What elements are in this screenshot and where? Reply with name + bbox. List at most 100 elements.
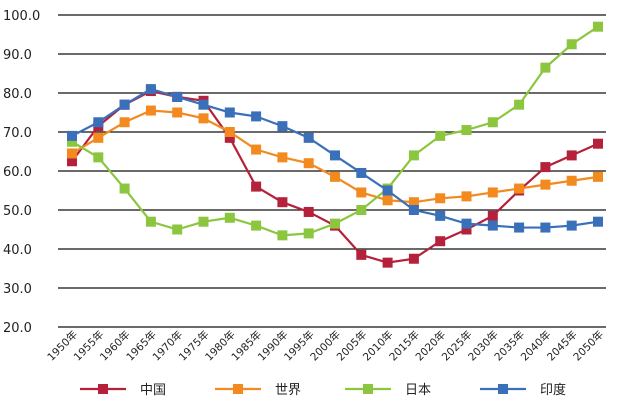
- series-2: [67, 21, 603, 241]
- data-point: [461, 125, 472, 136]
- legend-marker: [98, 384, 108, 394]
- data-point: [198, 113, 209, 124]
- data-point: [251, 111, 262, 122]
- data-point: [277, 121, 288, 132]
- data-point: [67, 148, 77, 159]
- data-point: [461, 191, 472, 202]
- data-point: [593, 171, 603, 182]
- data-point: [119, 117, 130, 128]
- data-point: [119, 183, 130, 194]
- legend-item: 世界: [215, 383, 301, 398]
- data-point: [67, 156, 77, 167]
- data-point: [277, 197, 288, 208]
- legend-marker: [498, 384, 508, 394]
- grid: [58, 14, 606, 328]
- data-point: [303, 206, 314, 217]
- data-point: [356, 167, 367, 178]
- legend-item: 中国: [80, 383, 166, 398]
- data-point: [487, 210, 498, 221]
- data-point: [119, 99, 130, 110]
- y-axis-ticks: 20.0 30.0 40.0 50.0 60.0 70.0 80.0 90.0 100.0: [3, 9, 40, 336]
- data-point: [251, 144, 262, 155]
- data-point: [382, 185, 393, 196]
- data-point: [356, 205, 367, 215]
- data-point: [461, 218, 472, 229]
- data-point: [277, 230, 288, 241]
- data-point: [224, 212, 235, 223]
- data-point: [435, 130, 446, 141]
- data-point: [330, 171, 340, 182]
- data-point: [487, 187, 498, 198]
- data-point: [514, 222, 525, 233]
- data-point: [145, 84, 156, 95]
- legend: 中国 世界 日本 印度: [80, 382, 566, 398]
- y-tick-label: 30.0: [3, 282, 32, 297]
- data-point: [566, 150, 577, 161]
- legend-label: 世界: [275, 383, 301, 398]
- data-point: [382, 257, 393, 268]
- legend-item: 印度: [480, 382, 566, 398]
- data-point: [356, 249, 367, 260]
- legend-label: 日本: [405, 383, 431, 398]
- data-point: [540, 162, 551, 173]
- data-point: [277, 152, 288, 163]
- legend-label: 印度: [540, 382, 566, 398]
- y-tick-label: 70.0: [3, 126, 32, 141]
- y-tick-label: 90.0: [3, 48, 32, 63]
- data-point: [93, 152, 104, 163]
- data-point: [487, 220, 498, 231]
- data-point: [435, 193, 446, 204]
- data-point: [303, 228, 314, 239]
- data-point: [330, 218, 340, 229]
- data-point: [224, 127, 235, 137]
- data-point: [435, 210, 446, 221]
- data-point: [303, 132, 314, 143]
- data-point: [566, 39, 577, 50]
- data-point: [566, 175, 577, 186]
- data-point: [172, 107, 183, 118]
- series-3: [67, 84, 603, 233]
- data-point: [251, 220, 262, 231]
- data-point: [382, 195, 393, 206]
- series-1: [67, 105, 603, 208]
- data-point: [593, 138, 603, 149]
- data-point: [566, 220, 577, 231]
- data-point: [514, 99, 525, 110]
- data-point: [514, 183, 525, 194]
- y-tick-label: 60.0: [3, 165, 32, 180]
- data-point: [198, 216, 209, 227]
- data-point: [93, 132, 104, 143]
- x-axis-ticks: 1950年1955年1960年1965年1970年1975年1980年1985年…: [45, 328, 607, 364]
- data-point: [487, 117, 498, 128]
- data-point: [67, 130, 77, 141]
- legend-marker: [233, 384, 243, 394]
- legend-marker: [363, 384, 373, 394]
- data-point: [408, 150, 419, 161]
- y-tick-label: 40.0: [3, 243, 32, 258]
- y-tick-label: 20.0: [3, 321, 32, 336]
- data-point: [93, 117, 104, 128]
- data-point: [303, 158, 314, 169]
- data-point: [145, 216, 156, 227]
- y-tick-label: 80.0: [3, 87, 32, 102]
- data-point: [330, 150, 340, 161]
- data-point: [224, 132, 235, 143]
- y-tick-label: 100.0: [3, 9, 40, 24]
- data-point: [356, 187, 367, 198]
- data-point: [408, 197, 419, 208]
- data-point: [408, 205, 419, 215]
- data-point: [251, 181, 262, 192]
- data-point: [435, 236, 446, 247]
- data-point: [67, 136, 77, 147]
- data-point: [540, 62, 551, 73]
- y-tick-label: 50.0: [3, 204, 32, 219]
- series-group: [67, 21, 603, 268]
- series-line: [71, 25, 599, 237]
- data-point: [540, 179, 551, 190]
- data-point: [593, 21, 603, 32]
- data-point: [172, 224, 183, 235]
- data-point: [198, 99, 209, 110]
- data-point: [461, 224, 472, 235]
